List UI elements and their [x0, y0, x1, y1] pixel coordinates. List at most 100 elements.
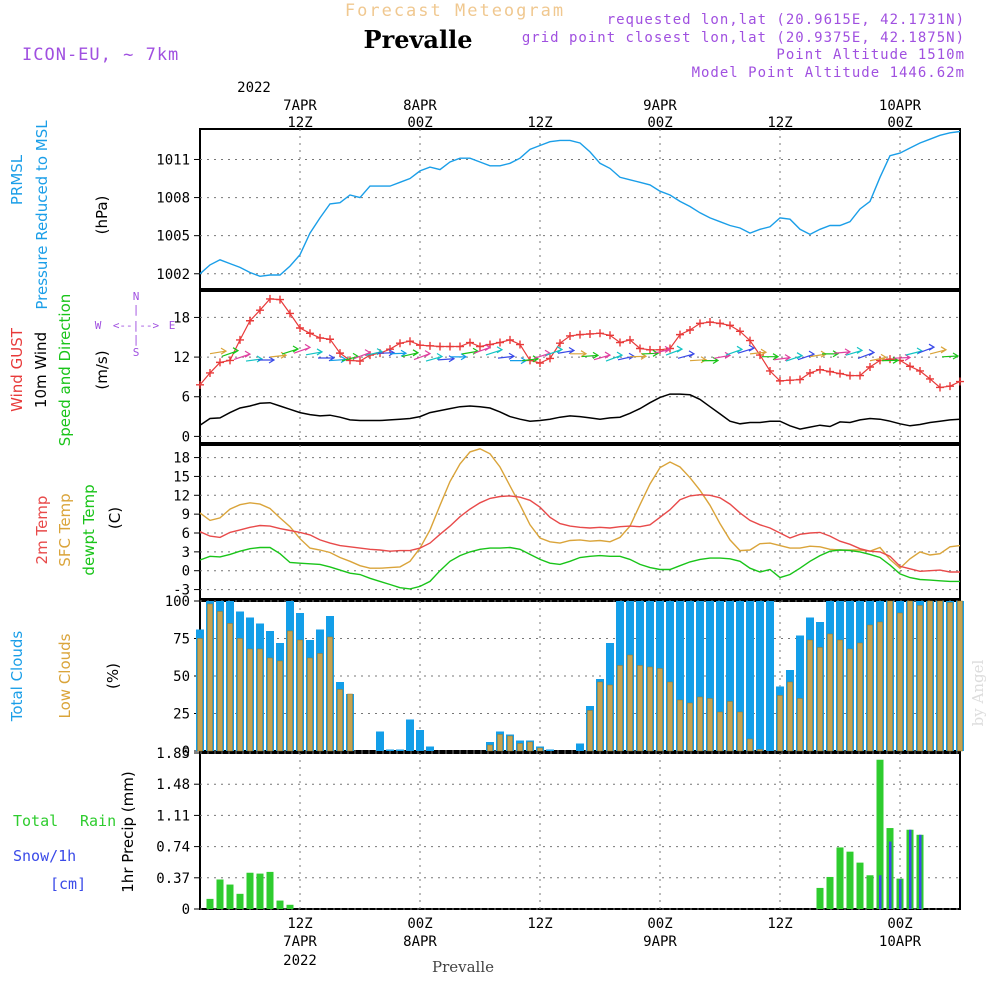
gust-marker: [916, 366, 924, 375]
low-cloud-bar: [617, 665, 623, 752]
bottom-hour-label: 12Z: [767, 916, 792, 932]
bottom-date-label: 10APR: [879, 934, 922, 950]
y-tick-label: 0: [182, 564, 190, 580]
low-cloud-bar: [827, 633, 833, 752]
low-cloud-bar: [627, 654, 633, 752]
compass-icon: N | W <--|--> E | S: [95, 290, 176, 359]
gust-marker: [766, 366, 774, 375]
low-cloud-bar: [337, 689, 343, 752]
snow-unit-label: [cm]: [50, 875, 86, 893]
sfc-temp-line: [199, 448, 961, 570]
total-cloud-bar: [426, 746, 434, 751]
model-label: ICON-EU, ~ 7km: [22, 45, 179, 65]
gust-marker: [446, 342, 454, 351]
prmsl-chart: [199, 130, 961, 278]
bottom-year-label: 2022: [283, 953, 317, 969]
requested-coords: requested lon,lat (20.9615E, 42.1731N): [607, 12, 965, 28]
low-cloud-bar: [817, 647, 823, 752]
low-cloud-bar: [707, 698, 713, 752]
grid-point-coords: grid point closest lon,lat (20.9375E, 42…: [522, 30, 965, 46]
rain-bar: [276, 900, 284, 909]
dewpt-line: [199, 546, 960, 590]
wind-arrow: [821, 350, 840, 358]
snow-bar: [909, 829, 912, 909]
top-hour-label: 00Z: [887, 115, 912, 131]
compass-vert-top: |: [133, 303, 140, 316]
gust-marker: [846, 371, 854, 380]
total-cloud-bar: [676, 601, 684, 751]
low-cloud-bar: [947, 602, 953, 752]
low-cloud-bar: [917, 605, 923, 752]
panel-frames: [199, 128, 961, 910]
y-tick-label: 1.85: [156, 746, 190, 762]
wind-arrow: [905, 347, 924, 356]
low-cloud-bar: [207, 603, 213, 752]
gust-marker: [456, 342, 464, 351]
wind-arrow: [545, 346, 564, 356]
gust-marker: [806, 368, 814, 377]
wind-arrow: [665, 345, 684, 356]
bottom-hour-label: 12Z: [527, 916, 552, 932]
top-hour-label: 12Z: [287, 115, 312, 131]
bottom-date-label: 9APR: [643, 934, 677, 950]
wind-arrow: [377, 349, 396, 357]
panel-frame: [199, 128, 961, 290]
gust-marker: [516, 340, 524, 349]
low-cloud-bar: [267, 657, 273, 752]
dewpt-label: dewpt Temp: [80, 484, 98, 575]
wind-arrow: [317, 354, 336, 362]
low-cloud-bar: [197, 638, 203, 752]
gust-marker: [646, 345, 654, 354]
snow-bar: [889, 841, 892, 909]
gust-marker: [306, 329, 314, 338]
rain-bar: [846, 851, 854, 909]
y-tick-label: -3: [173, 583, 190, 599]
footer-station: Prevalle: [432, 958, 494, 976]
sfc-temp-label: SFC Temp: [56, 493, 74, 566]
gust-marker: [266, 294, 274, 303]
wind-arrow: [689, 356, 708, 364]
low-cloud-bar: [867, 624, 873, 752]
wind-arrow: [233, 350, 252, 361]
low-cloud-bar: [697, 696, 703, 752]
gust-marker: [796, 375, 804, 384]
gust-marker: [726, 321, 734, 330]
y-tick-label: 1011: [156, 152, 190, 168]
total-rain-label-b: Rain: [80, 812, 116, 830]
low-cloud-bar: [687, 702, 693, 752]
point-altitude: Point Altitude 1510m: [776, 47, 965, 63]
total-cloud-bar: [736, 601, 744, 751]
low-cloud-bar: [667, 681, 673, 752]
y-tick-label: 18: [173, 310, 190, 326]
low-cloud-bar: [777, 695, 783, 752]
gust-marker: [506, 335, 514, 344]
y-tick-label: 6: [182, 526, 190, 542]
gust-marker: [856, 371, 864, 380]
wind-arrow: [605, 351, 624, 362]
top-date-label: 7APR: [283, 98, 317, 114]
gust-marker: [606, 331, 614, 340]
compass-arrow: <--|-->: [113, 319, 160, 332]
wind-arrow: [845, 346, 864, 356]
gust-marker: [206, 368, 214, 377]
total-cloud-bar: [416, 730, 424, 751]
gust-marker: [626, 335, 634, 344]
precip-chart: [206, 759, 924, 909]
low-cloud-bar: [257, 648, 263, 752]
total-cloud-bar: [576, 743, 584, 751]
gust-marker: [616, 338, 624, 347]
rain-bar: [856, 862, 864, 909]
y-tick-label: 1008: [156, 191, 190, 207]
low-cloud-bar: [527, 741, 533, 752]
top-hour-label: 12Z: [527, 115, 552, 131]
low-cloud-bar: [877, 621, 883, 752]
wind-arrow: [569, 350, 588, 358]
gust-marker: [226, 356, 234, 365]
rain-bar: [236, 893, 244, 909]
low-cloud-bar: [907, 600, 913, 752]
total-cloud-bar: [766, 601, 774, 751]
total-cloud-bar: [406, 719, 414, 751]
low-cloud-bar: [517, 743, 523, 752]
watermark: by Angel: [969, 659, 987, 726]
low-cloud-bar: [327, 636, 333, 752]
